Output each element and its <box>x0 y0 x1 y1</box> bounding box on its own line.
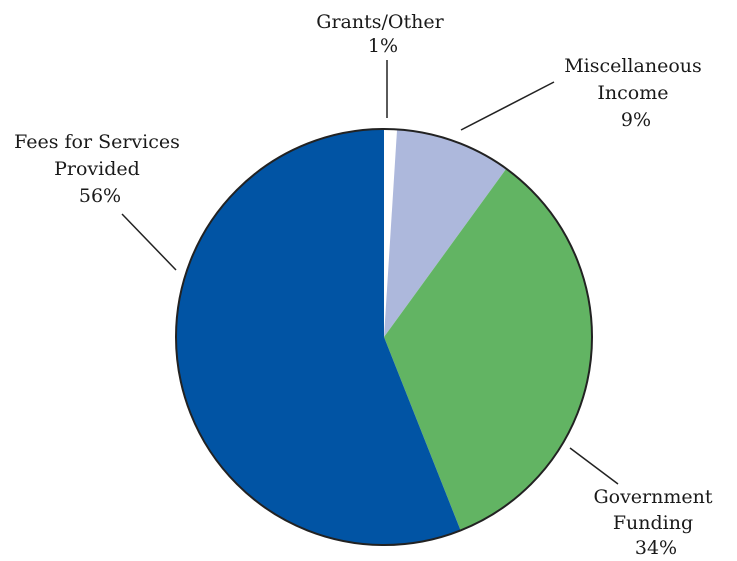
slice-label-fees-for-services: Fees for Services Provided 56% <box>14 131 186 207</box>
pie-slice-fees-for-services <box>175 129 461 545</box>
pie-outline <box>175 128 593 546</box>
pie-slice-government-funding <box>384 168 593 531</box>
leader-line-fees-for-services <box>121 213 177 271</box>
pie-slices <box>175 129 593 545</box>
slice-label-miscellaneous-income: Miscellaneous Income 9% <box>564 55 708 131</box>
pie-slice-grants-other <box>384 129 398 337</box>
leader-line-miscellaneous-income <box>460 81 555 131</box>
pie-slice-miscellaneous-income <box>384 129 507 337</box>
slice-label-government-funding: Government Funding 34% <box>593 486 718 559</box>
leader-line-government-funding <box>569 447 619 485</box>
leader-lines <box>121 60 619 485</box>
slice-label-grants-other: Grants/Other 1% <box>316 11 449 57</box>
